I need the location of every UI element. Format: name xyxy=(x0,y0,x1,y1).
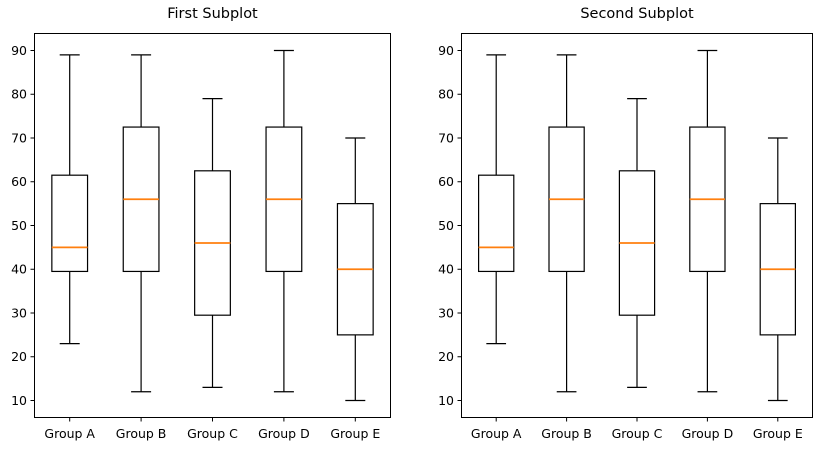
x-tick-label: Group E xyxy=(753,426,803,441)
x-tick-label: Group A xyxy=(471,426,522,441)
axes-border xyxy=(34,33,391,418)
subplot-title-first: First Subplot xyxy=(167,6,258,22)
x-tick-label: Group C xyxy=(612,426,663,441)
y-tick-label: 50 xyxy=(11,218,27,233)
box-group-group-e xyxy=(336,137,374,402)
box-group-group-a xyxy=(51,54,89,345)
box-group-group-b xyxy=(548,54,585,393)
axes-border xyxy=(461,33,813,418)
box-rect xyxy=(51,174,89,273)
y-tick-label: 70 xyxy=(11,130,27,145)
box-group-group-c xyxy=(618,98,656,388)
y-tick-label: 80 xyxy=(438,87,454,102)
box-group-group-a xyxy=(478,54,515,345)
box-group-group-b xyxy=(122,54,160,393)
y-tick-label: 60 xyxy=(438,174,454,189)
y-tick-label: 10 xyxy=(11,393,27,408)
y-tick-label: 70 xyxy=(438,130,454,145)
y-tick-label: 90 xyxy=(11,43,27,58)
y-tick-label: 40 xyxy=(438,262,454,277)
y-tick-label: 80 xyxy=(11,87,27,102)
y-tick-label: 60 xyxy=(11,174,27,189)
box-group-group-d xyxy=(265,49,303,393)
subplot-first: First Subplot 10 20 30 40 50 60 70 80 90 Group A G… xyxy=(11,6,391,441)
y-tick-label: 50 xyxy=(438,218,454,233)
x-tick-label: Group D xyxy=(258,426,310,441)
x-tick-label: Group C xyxy=(187,426,238,441)
subplot-second: Second Subplot 10 20 30 40 50 60 70 80 90 Group A… xyxy=(438,6,813,441)
x-tick-label: Group D xyxy=(682,426,734,441)
y-tick-label: 30 xyxy=(438,305,454,320)
y-tick-label: 20 xyxy=(438,349,454,364)
boxplot-axes-first: 10 20 30 40 50 60 70 80 90 Group A Group B Group C G… xyxy=(11,33,391,441)
y-tick-label: 10 xyxy=(438,393,454,408)
box-group-group-d xyxy=(689,49,726,393)
x-tick-label: Group B xyxy=(541,426,592,441)
subplot-title-second: Second Subplot xyxy=(580,6,694,22)
y-tick-label: 40 xyxy=(11,262,27,277)
box-group-group-e xyxy=(759,137,797,402)
y-tick-label: 90 xyxy=(438,43,454,58)
box-group-group-c xyxy=(194,98,231,388)
y-tick-label: 20 xyxy=(11,349,27,364)
x-tick-label: Group E xyxy=(330,426,380,441)
x-tick-label: Group B xyxy=(116,426,167,441)
boxplot-axes-second: 10 20 30 40 50 60 70 80 90 Group A Group B Group C G… xyxy=(438,33,813,441)
box-rect xyxy=(478,174,515,273)
y-tick-label: 30 xyxy=(11,305,27,320)
x-tick-label: Group A xyxy=(44,426,95,441)
